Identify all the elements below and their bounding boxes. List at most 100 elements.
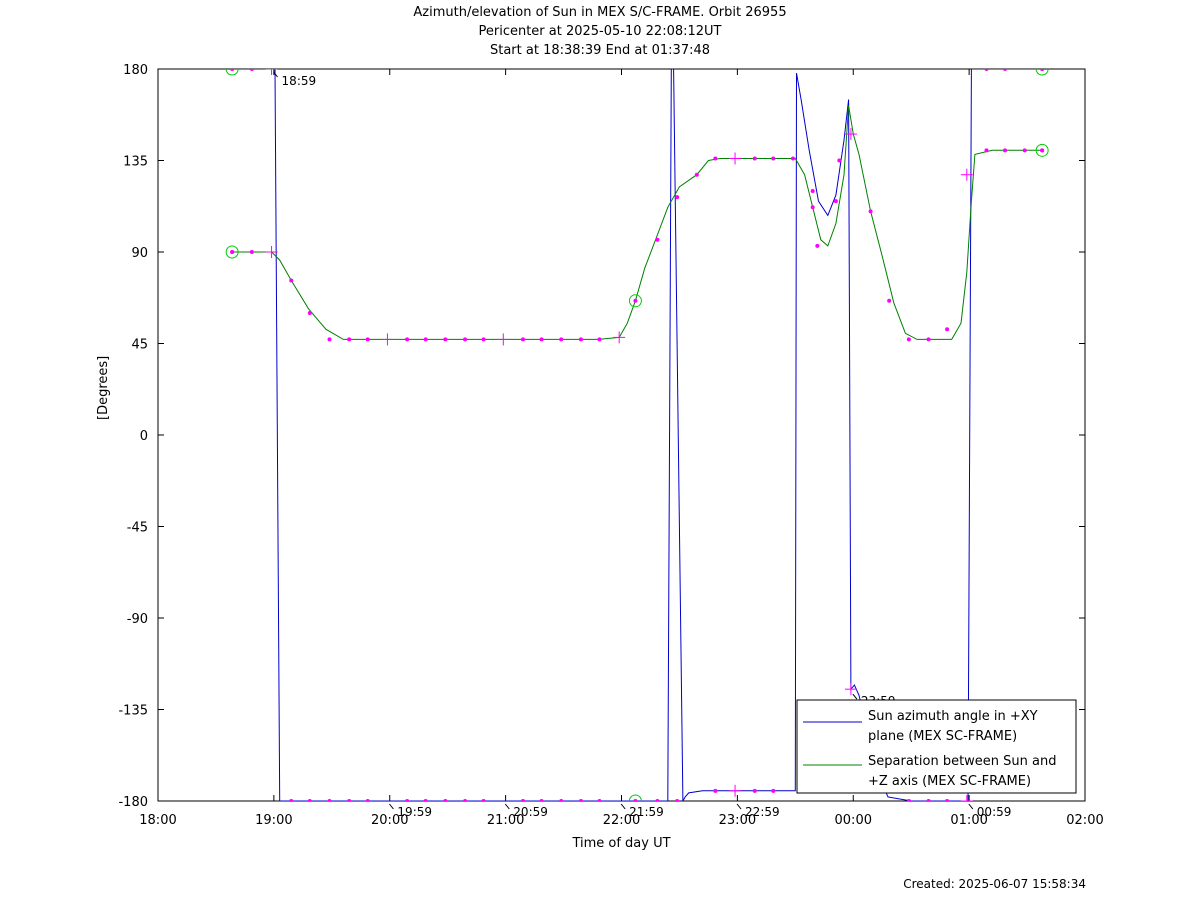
- y-tick-label: -135: [118, 704, 148, 719]
- sample-dot-marker: [1003, 69, 1008, 71]
- x-axis-label: Time of day UT: [572, 836, 671, 851]
- sample-dot-marker: [443, 799, 448, 801]
- hour-cross-marker: [960, 795, 973, 801]
- hour-cross-marker: [265, 246, 278, 258]
- x-tick-label: 01:00: [950, 813, 987, 828]
- sample-dot-marker: [655, 237, 660, 242]
- sample-dot-marker: [521, 799, 526, 801]
- event-circle-marker: [628, 794, 642, 801]
- legend-label-azimuth-line1: Sun azimuth angle in +XY: [868, 709, 1038, 724]
- event-circle-marker: [1035, 143, 1049, 157]
- time-annotation-tick: [736, 803, 742, 810]
- time-annotation-tick: [389, 803, 394, 810]
- sample-dot-marker: [327, 337, 332, 342]
- sample-dot-marker: [481, 337, 486, 342]
- y-tick-label: 135: [123, 155, 148, 170]
- sample-dot-marker: [810, 205, 815, 210]
- legend-box: [796, 699, 1077, 794]
- sample-dot-marker: [945, 799, 950, 801]
- plot-frame: [157, 68, 1086, 802]
- chart-subtitle-start-end: Start at 18:38:39 End at 01:37:48: [489, 43, 711, 58]
- sample-dot-marker: [752, 788, 757, 793]
- sample-dot-marker: [578, 799, 583, 801]
- x-tick-label: 21:00: [487, 813, 524, 828]
- legend-label-separation-line2: +Z axis (MEX SC-FRAME): [868, 774, 1031, 789]
- sample-dot-marker: [249, 250, 254, 254]
- time-annotation-label: 00:59: [977, 805, 1012, 819]
- time-annotation-tick: [852, 693, 858, 700]
- x-tick-label: 20:00: [371, 813, 408, 828]
- event-circle-marker: [225, 245, 239, 259]
- sample-dot-marker: [771, 156, 776, 161]
- sample-dot-marker: [713, 788, 718, 793]
- sample-dot-marker: [926, 799, 931, 801]
- sample-dot-marker: [675, 195, 680, 200]
- sample-dot-marker: [559, 799, 564, 801]
- y-tick-label: 0: [140, 429, 148, 444]
- sample-dot-marker: [539, 799, 544, 801]
- event-circle-marker: [628, 294, 642, 308]
- sample-dot-marker: [810, 189, 815, 193]
- sample-dot-marker: [289, 799, 294, 801]
- sample-dot-marker: [945, 327, 950, 332]
- sample-dot-marker: [597, 799, 602, 801]
- sample-dot-marker: [790, 156, 795, 161]
- sample-dot-marker: [752, 156, 757, 161]
- sample-dot-marker: [463, 799, 468, 801]
- sample-dot-marker: [521, 337, 526, 342]
- sample-dot-marker: [815, 243, 820, 248]
- sample-dot-marker: [1022, 148, 1027, 153]
- event-circle-marker: [225, 69, 239, 76]
- hour-cross-marker: [960, 168, 973, 181]
- sample-dot-marker: [1003, 148, 1008, 153]
- sample-dot-marker: [423, 799, 428, 801]
- sample-dot-marker: [984, 148, 989, 153]
- sample-dot-marker: [289, 278, 294, 283]
- x-tick-label: 22:00: [603, 813, 640, 828]
- hour-cross-marker: [613, 331, 626, 344]
- sample-dot-marker: [463, 337, 468, 342]
- y-tick-label: -45: [127, 521, 148, 536]
- sample-dot-marker: [694, 172, 699, 177]
- x-tick-label: 23:00: [719, 813, 756, 828]
- x-tick-label: 02:00: [1066, 813, 1103, 828]
- time-annotation-tick: [620, 803, 626, 810]
- chart-subtitle-pericenter: Pericenter at 2025-05-10 22:08:12UT: [478, 24, 722, 39]
- sample-dot-marker: [423, 337, 428, 342]
- time-annotation-label: 21:59: [629, 805, 664, 819]
- sample-dot-marker: [771, 788, 776, 793]
- sample-dot-marker: [249, 69, 254, 71]
- series-line-azimuth: [232, 69, 1043, 801]
- sample-dot-marker: [675, 799, 680, 801]
- sample-dot-marker: [443, 337, 448, 342]
- y-tick-label: -180: [118, 795, 148, 810]
- sample-dot-marker: [833, 199, 838, 204]
- time-annotation-label: 20:59: [513, 805, 548, 819]
- sample-dot-marker: [887, 298, 892, 303]
- hour-cross-marker: [381, 333, 394, 346]
- hour-cross-marker: [729, 152, 742, 165]
- hour-cross-marker: [844, 128, 857, 141]
- time-annotation-label: 18:59: [282, 74, 317, 88]
- sample-dot-marker: [906, 337, 911, 342]
- x-tick-label: 18:00: [139, 813, 176, 828]
- sample-dot-marker: [578, 337, 583, 342]
- hour-cross-marker: [497, 333, 510, 346]
- x-tick-label: 19:00: [255, 813, 292, 828]
- hour-cross-marker: [729, 784, 742, 797]
- event-circle-marker: [1035, 69, 1049, 76]
- sample-dot-marker: [405, 799, 410, 801]
- sample-dot-marker: [307, 799, 312, 801]
- sample-dot-marker: [347, 337, 352, 342]
- y-tick-label: 45: [131, 338, 148, 353]
- sample-dot-marker: [365, 799, 370, 801]
- created-timestamp: Created: 2025-06-07 15:58:34: [903, 877, 1086, 891]
- sample-dot-marker: [597, 337, 602, 342]
- time-annotation-label: 19:59: [397, 805, 432, 819]
- y-tick-label: 90: [131, 246, 148, 261]
- hour-cross-marker: [265, 69, 278, 75]
- y-tick-label: -90: [127, 612, 148, 627]
- time-annotation-label: 22:59: [745, 805, 780, 819]
- time-annotation-tick: [273, 71, 278, 78]
